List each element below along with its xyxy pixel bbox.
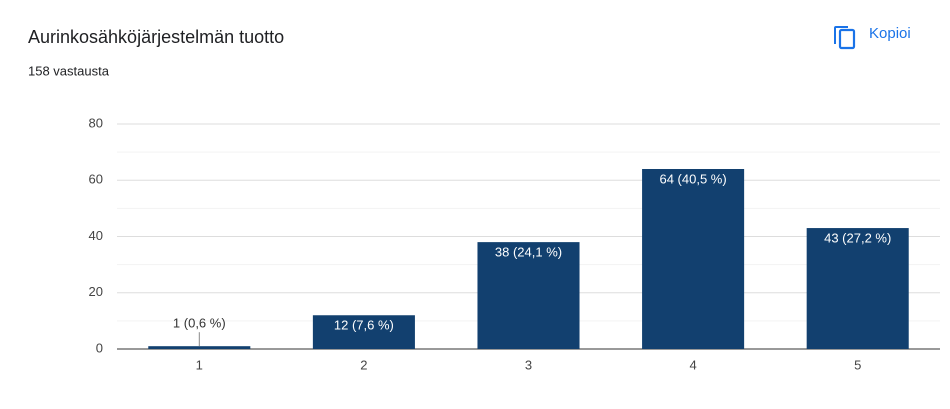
copy-icon[interactable] (838, 28, 856, 50)
copy-icon[interactable] (834, 26, 848, 44)
x-tick-label: 4 (689, 357, 696, 372)
value-label: 43 (27,2 %) (824, 231, 891, 246)
x-tick-label: 3 (525, 357, 532, 372)
bar (806, 228, 909, 349)
copy-button[interactable]: Kopioi (826, 18, 930, 52)
copy-button-bg[interactable] (826, 18, 930, 52)
value-label: 1 (0,6 %) (173, 316, 226, 331)
y-tick-label: 0 (96, 340, 103, 355)
bar (477, 242, 580, 349)
y-tick-label: 60 (89, 172, 103, 187)
y-tick-label: 20 (89, 284, 103, 299)
y-tick-label: 80 (89, 115, 103, 130)
bar (148, 346, 251, 349)
subtitle: 158 vastausta (28, 63, 110, 78)
y-tick-label: 40 (89, 228, 103, 243)
value-label: 12 (7,6 %) (334, 318, 394, 333)
bar (642, 169, 745, 349)
x-tick-label: 2 (360, 357, 367, 372)
x-tick-label: 5 (854, 357, 861, 372)
chart-title: Aurinkosähköjärjestelmän tuotto (28, 27, 284, 47)
copy-label[interactable]: Kopioi (869, 25, 911, 42)
bar (312, 315, 415, 349)
value-label: 38 (24,1 %) (495, 245, 562, 260)
x-tick-label: 1 (196, 357, 203, 372)
value-label: 64 (40,5 %) (659, 171, 726, 186)
